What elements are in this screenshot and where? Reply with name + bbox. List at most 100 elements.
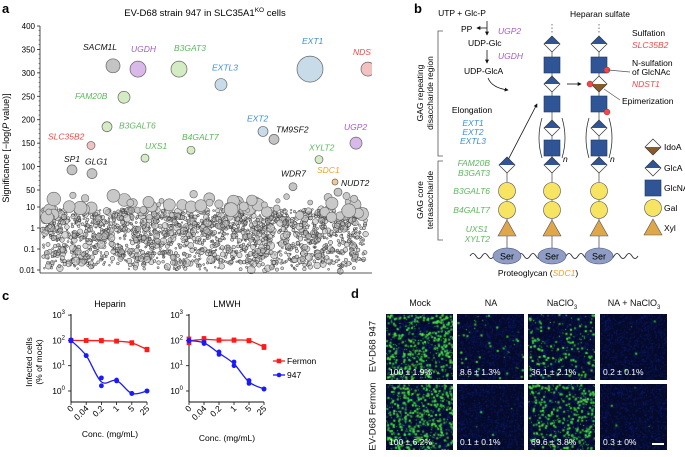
column-title-2: NaClO3 [546, 298, 578, 311]
repeat-n-label-1: n [563, 154, 568, 164]
gene-point [214, 235, 217, 239]
plot-c-legend: Fermon 947 [273, 356, 317, 380]
repeat-region-label: GAG repeatingdisaccharide region [415, 56, 435, 130]
gene-point [96, 260, 100, 264]
gene-point [358, 242, 362, 245]
gene-point [65, 229, 69, 232]
glcnac-icon [590, 139, 608, 157]
ugdh-enzyme-label: UGDH [498, 51, 524, 61]
gene-point [182, 251, 186, 255]
column-title-1: NA [484, 298, 498, 308]
glca-icon [590, 119, 608, 137]
gene-point [351, 231, 355, 235]
legend-glca-icon [644, 159, 662, 177]
gene-point [42, 246, 45, 249]
gene-point [248, 219, 252, 223]
gene-point [45, 242, 51, 247]
x-tick-label: 25 [255, 403, 269, 417]
uxs1-label: UXS1 [466, 224, 488, 234]
gene-point [207, 213, 210, 216]
udp-glc-label: UDP-Glc [468, 38, 502, 48]
diamond-bottom [544, 128, 560, 136]
row-label-0: EV-D68 947 [367, 320, 379, 373]
gal-icon [590, 201, 608, 219]
gene-point [310, 238, 313, 242]
diamond-bottom [499, 165, 515, 173]
repeat-n-label-2: n [610, 154, 615, 164]
gene-point [160, 231, 163, 234]
x-tick-label: 0.2 [208, 403, 224, 419]
legend-marker [276, 372, 282, 378]
infection-percentage: 0.1 ± 0.1% [460, 437, 501, 447]
udp-glca-label: UDP-GlcA [464, 66, 504, 76]
diamond-top [544, 120, 560, 128]
sulfate-group-icon [586, 80, 594, 88]
diamond-bottom [591, 128, 607, 136]
diamond-top [544, 36, 560, 44]
gene-point [325, 258, 332, 265]
gene-point [206, 209, 210, 212]
gene-point [308, 215, 313, 221]
gal-icon [543, 201, 561, 219]
gene-point [326, 250, 330, 255]
infection-percentage: 100 ± 1.9% [389, 367, 432, 377]
gene-point [352, 266, 356, 270]
data-point-fermon [261, 345, 267, 350]
gene-point [43, 267, 46, 270]
gene-point [296, 234, 299, 238]
gene-point [163, 263, 171, 271]
gene-point [304, 238, 307, 242]
gene-point [226, 232, 229, 236]
diamond-top [591, 36, 607, 44]
gene-point [327, 268, 330, 271]
legend-label-glca: GlcA [664, 163, 683, 173]
sulfation-label: Sulfation [632, 28, 665, 38]
diamond-top [544, 157, 560, 165]
legend-label-gal: Gal [664, 203, 677, 213]
x-tick-label: 1 [228, 403, 239, 414]
gene-point [168, 241, 173, 246]
gene-point [292, 210, 297, 214]
infection-percentage: 69.6 ± 3.8% [531, 437, 577, 447]
gene-point [250, 244, 256, 250]
x-axis-label: Conc. (mg/mL) [82, 429, 138, 439]
gene-point [331, 260, 336, 265]
extl3-label: EXTL3 [460, 136, 486, 146]
subplot-title: LMWH [213, 299, 241, 309]
data-point-947 [246, 380, 252, 386]
diamond-top [645, 139, 661, 147]
b3galt6-label: B3GALT6 [453, 186, 490, 196]
fit-curve-fermon [188, 338, 265, 348]
gene-point [244, 223, 247, 227]
data-point-947 [216, 351, 222, 357]
gene-point [142, 230, 146, 234]
gene-point [54, 259, 58, 263]
serine-label: Ser [545, 252, 559, 262]
serine-residue: Ser [492, 247, 522, 265]
diamond-top [645, 160, 661, 168]
pp-label: PP [461, 24, 473, 34]
gene-point [238, 267, 243, 272]
background-gene-cloud [39, 189, 369, 275]
gene-point [52, 232, 55, 235]
gene-point [129, 238, 132, 242]
gene-point [234, 235, 239, 240]
udp-glca-arrow [487, 77, 509, 92]
gene-point [280, 266, 284, 271]
ugp2-enzyme-label: UGP2 [498, 26, 521, 36]
x-tick-label: 0.04 [190, 403, 209, 422]
gene-point [319, 224, 323, 228]
glca-icon [498, 156, 516, 174]
fit-curve-947 [188, 340, 265, 390]
glca-icon [590, 35, 608, 53]
xyl-icon [589, 219, 609, 237]
epimerization-label: Epimerization [622, 96, 674, 106]
gene-point [187, 214, 190, 218]
diamond-top [591, 157, 607, 165]
diamond-bottom [544, 44, 560, 52]
gene-point [295, 264, 299, 268]
gene-point [77, 224, 81, 228]
b4galt7-label: B4GALT7 [453, 205, 490, 215]
y-tick-label: 100 [52, 386, 65, 396]
fam20b-label: FAM20B [458, 158, 491, 168]
